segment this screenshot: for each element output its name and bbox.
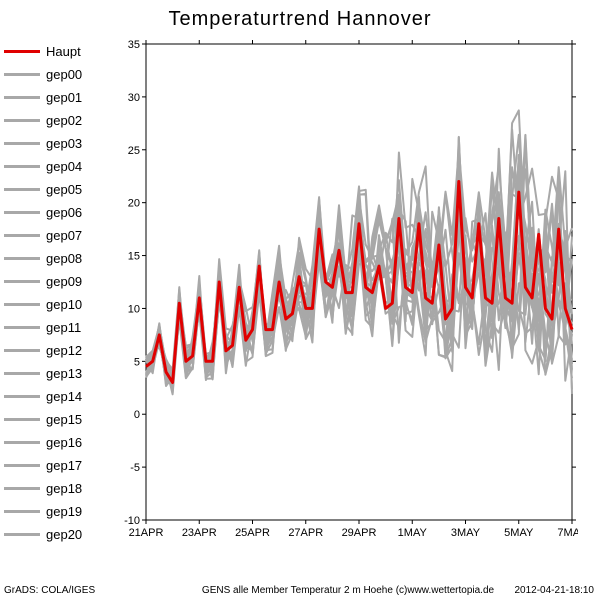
legend-label: gep04 bbox=[46, 159, 82, 174]
legend-label: gep02 bbox=[46, 113, 82, 128]
legend-swatch bbox=[4, 234, 40, 237]
legend-label: gep19 bbox=[46, 504, 82, 519]
legend-swatch bbox=[4, 372, 40, 375]
legend-label: gep20 bbox=[46, 527, 82, 542]
legend-label: gep14 bbox=[46, 389, 82, 404]
svg-text:21APR: 21APR bbox=[129, 527, 164, 539]
legend-row: gep00 bbox=[4, 63, 90, 86]
legend-row: gep08 bbox=[4, 247, 90, 270]
legend-row: gep10 bbox=[4, 293, 90, 316]
chart-caption: GENS alle Member Temperatur 2 m Hoehe (c… bbox=[118, 585, 578, 596]
legend-label: gep10 bbox=[46, 297, 82, 312]
legend-label: gep08 bbox=[46, 251, 82, 266]
legend-row: gep11 bbox=[4, 316, 90, 339]
legend-row: gep20 bbox=[4, 523, 90, 546]
chart-title: Temperaturtrend Hannover bbox=[0, 8, 600, 31]
legend-label: gep11 bbox=[46, 320, 81, 335]
svg-text:25APR: 25APR bbox=[235, 527, 270, 539]
grads-credit: GrADS: COLA/IGES bbox=[4, 585, 95, 596]
svg-text:-10: -10 bbox=[124, 515, 140, 527]
chart-container: Temperaturtrend Hannover Haupt gep00 gep01… bbox=[0, 0, 600, 600]
svg-text:7MAY: 7MAY bbox=[557, 527, 578, 539]
svg-text:5MAY: 5MAY bbox=[504, 527, 534, 539]
legend-swatch bbox=[4, 142, 40, 145]
legend-label: gep03 bbox=[46, 136, 82, 151]
legend-swatch bbox=[4, 510, 40, 513]
legend-label: Haupt bbox=[46, 44, 81, 59]
legend-label: gep05 bbox=[46, 182, 82, 197]
legend-row: gep17 bbox=[4, 454, 90, 477]
legend-row: gep18 bbox=[4, 477, 90, 500]
legend-swatch bbox=[4, 96, 40, 99]
legend-swatch bbox=[4, 464, 40, 467]
svg-text:29APR: 29APR bbox=[342, 527, 377, 539]
legend-swatch bbox=[4, 441, 40, 444]
legend-swatch bbox=[4, 165, 40, 168]
svg-text:30: 30 bbox=[128, 92, 140, 104]
legend-label: gep07 bbox=[46, 228, 82, 243]
svg-text:23APR: 23APR bbox=[182, 527, 217, 539]
plot-area: -10 -5 0 5 10 15 20 25 30 35 21APR 23APR 25APR 27APR 2… bbox=[118, 40, 578, 550]
legend-label: gep09 bbox=[46, 274, 82, 289]
legend-swatch bbox=[4, 395, 40, 398]
legend-label: gep18 bbox=[46, 481, 82, 496]
legend-label: gep16 bbox=[46, 435, 82, 450]
legend-label: gep15 bbox=[46, 412, 82, 427]
svg-text:5: 5 bbox=[134, 356, 140, 368]
timestamp: 2012-04-21-18:10 bbox=[514, 585, 594, 596]
svg-text:-5: -5 bbox=[130, 462, 140, 474]
legend-row: gep19 bbox=[4, 500, 90, 523]
legend-swatch bbox=[4, 188, 40, 191]
legend-label: gep06 bbox=[46, 205, 82, 220]
svg-text:10: 10 bbox=[128, 303, 140, 315]
legend-label: gep00 bbox=[46, 67, 82, 82]
legend: Haupt gep00 gep01 gep02 gep03 gep04 gep05 gep06… bbox=[4, 40, 90, 546]
svg-text:25: 25 bbox=[128, 145, 140, 157]
legend-swatch bbox=[4, 487, 40, 490]
svg-text:27APR: 27APR bbox=[288, 527, 323, 539]
legend-row: gep02 bbox=[4, 109, 90, 132]
legend-label: gep17 bbox=[46, 458, 82, 473]
legend-swatch bbox=[4, 211, 40, 214]
svg-text:1MAY: 1MAY bbox=[398, 527, 428, 539]
legend-swatch bbox=[4, 303, 40, 306]
legend-label: gep01 bbox=[46, 90, 82, 105]
legend-row: gep14 bbox=[4, 385, 90, 408]
legend-swatch bbox=[4, 418, 40, 421]
legend-row: gep04 bbox=[4, 155, 90, 178]
legend-row: gep13 bbox=[4, 362, 90, 385]
legend-swatch bbox=[4, 326, 40, 329]
legend-row: gep15 bbox=[4, 408, 90, 431]
legend-row: gep12 bbox=[4, 339, 90, 362]
legend-swatch bbox=[4, 119, 40, 122]
legend-row: gep05 bbox=[4, 178, 90, 201]
svg-text:0: 0 bbox=[134, 409, 140, 421]
legend-swatch bbox=[4, 280, 40, 283]
legend-label: gep12 bbox=[46, 343, 82, 358]
legend-row: gep16 bbox=[4, 431, 90, 454]
legend-swatch bbox=[4, 533, 40, 536]
legend-row: gep06 bbox=[4, 201, 90, 224]
legend-row: gep09 bbox=[4, 270, 90, 293]
legend-row: gep03 bbox=[4, 132, 90, 155]
svg-text:35: 35 bbox=[128, 40, 140, 51]
legend-swatch bbox=[4, 257, 40, 260]
svg-text:20: 20 bbox=[128, 198, 140, 210]
legend-label: gep13 bbox=[46, 366, 82, 381]
legend-swatch bbox=[4, 349, 40, 352]
svg-text:15: 15 bbox=[128, 251, 140, 263]
legend-swatch bbox=[4, 73, 40, 76]
legend-row: gep07 bbox=[4, 224, 90, 247]
legend-row: gep01 bbox=[4, 86, 90, 109]
svg-text:3MAY: 3MAY bbox=[451, 527, 481, 539]
legend-row: Haupt bbox=[4, 40, 90, 63]
legend-swatch bbox=[4, 50, 40, 53]
